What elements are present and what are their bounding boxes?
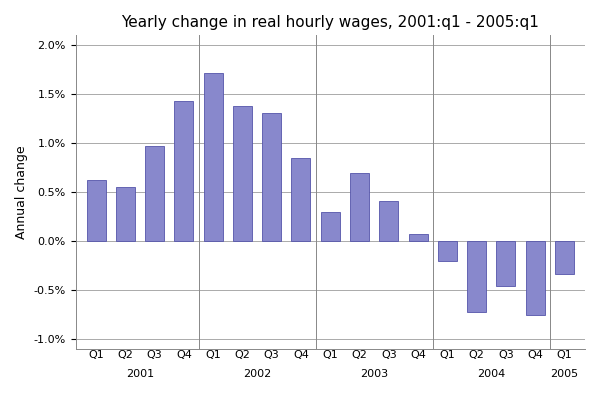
Bar — [467, 241, 486, 312]
Bar — [86, 180, 106, 241]
Bar — [203, 73, 223, 241]
Text: 2001: 2001 — [126, 369, 154, 379]
Bar — [526, 241, 545, 315]
Bar — [409, 234, 428, 241]
Bar — [321, 212, 340, 241]
Text: 2002: 2002 — [243, 369, 271, 379]
Bar — [292, 158, 310, 241]
Text: 2003: 2003 — [360, 369, 388, 379]
Bar — [262, 113, 281, 241]
Y-axis label: Annual change: Annual change — [15, 145, 28, 239]
Bar — [145, 146, 164, 241]
Bar — [379, 201, 398, 241]
Text: 2004: 2004 — [477, 369, 505, 379]
Bar — [496, 241, 515, 286]
Text: 2005: 2005 — [550, 369, 578, 379]
Title: Yearly change in real hourly wages, 2001:q1 - 2005:q1: Yearly change in real hourly wages, 2001… — [121, 15, 539, 30]
Bar — [233, 106, 252, 241]
Bar — [116, 187, 135, 241]
Bar — [175, 101, 193, 241]
Bar — [350, 173, 369, 241]
Bar — [438, 241, 457, 261]
Bar — [555, 241, 574, 275]
